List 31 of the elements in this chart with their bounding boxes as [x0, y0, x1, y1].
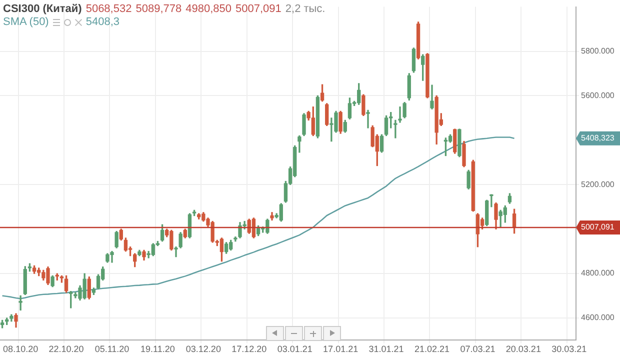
x-tick-label: 17.01.21	[323, 344, 358, 354]
candlestick	[18, 295, 22, 311]
x-tick-label: 21.02.21	[414, 344, 450, 354]
annotation: 5068,532	[86, 3, 132, 15]
annotation: 4980,850	[186, 3, 232, 15]
annotation: 2,2 тыс.	[285, 3, 326, 15]
y-tick-label: 5800.000	[581, 46, 615, 56]
ref-line-label: 5007,091	[581, 222, 615, 232]
chart-title: CSI300 (Китай)	[3, 3, 82, 15]
text: SMA (50)	[3, 16, 49, 28]
x-tick-label: 03.12.20	[186, 344, 221, 354]
annotation: 5408,3	[86, 16, 120, 28]
x-tick-label: 20.03.21	[506, 344, 541, 354]
y-tick-label: 4600.000	[581, 313, 615, 322]
annotation: 5007,091	[236, 3, 282, 15]
x-tick-label: 22.10.20	[48, 344, 84, 354]
y-tick-label: 4800.000	[581, 268, 615, 278]
x-tick-label: 30.03.21	[552, 344, 587, 354]
x-tick-label: 05.11.20	[94, 344, 130, 354]
candlestick	[366, 110, 370, 128]
x-tick-label: 07.03.21	[460, 344, 496, 354]
x-tick-label: 03.01.21	[277, 344, 312, 354]
text: 5408,323	[581, 134, 615, 143]
x-tick-label: 17.12.20	[232, 344, 267, 354]
y-tick-label: 5200.000	[581, 180, 615, 189]
annotation: 5089,778	[136, 3, 182, 15]
candlestick	[490, 194, 494, 208]
x-tick-label: 31.01.21	[368, 344, 404, 354]
y-tick-label: 5600.000	[581, 90, 615, 100]
x-tick-label: 19.11.20	[140, 344, 175, 354]
x-tick-label: 08.10.20	[3, 344, 38, 354]
